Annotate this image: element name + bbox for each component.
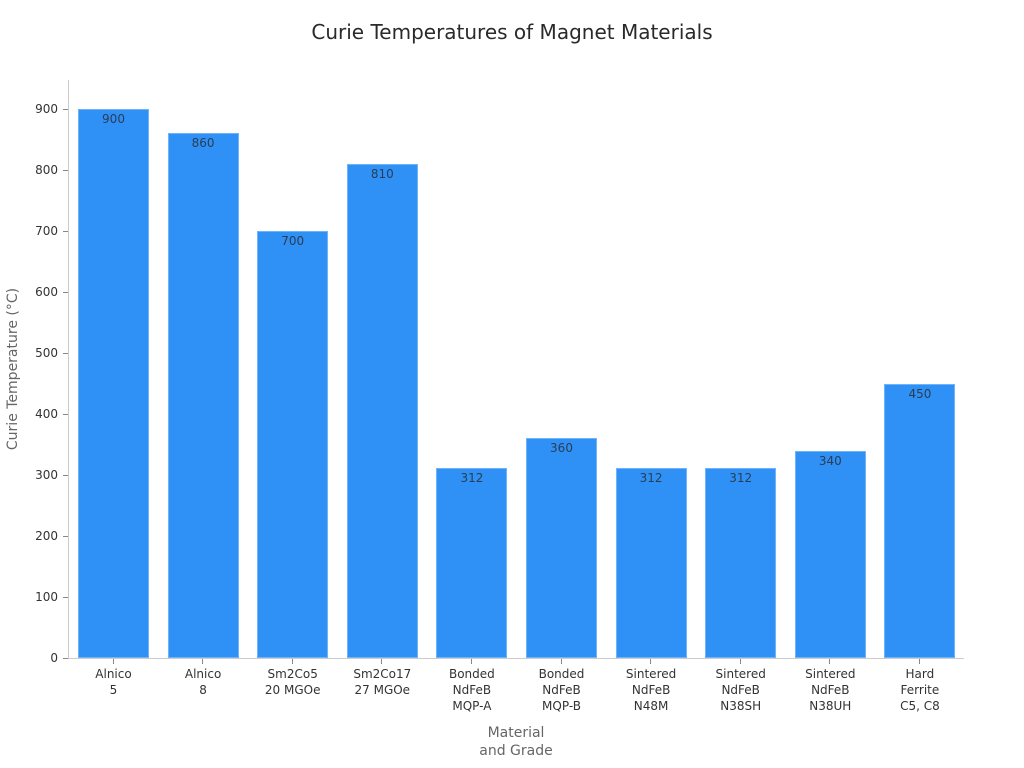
bar-value-label: 312	[639, 470, 663, 485]
y-tick-mark	[63, 170, 68, 171]
x-tick-label: Alnico 8	[184, 667, 222, 697]
y-tick-mark	[63, 536, 68, 537]
y-tick-label: 900	[35, 102, 58, 116]
y-tick-mark	[63, 475, 68, 476]
y-tick-label: 500	[35, 346, 58, 360]
bar: 312	[705, 467, 777, 658]
bar-value-label: 340	[818, 453, 842, 468]
y-tick-label: 0	[50, 651, 58, 665]
y-tick-mark	[63, 353, 68, 354]
bar-value-label: 810	[370, 166, 394, 181]
y-axis-line	[68, 80, 69, 658]
y-tick-mark	[63, 109, 68, 110]
x-tick-label: Sm2Co5 20 MGOe	[264, 667, 321, 697]
bar: 360	[526, 438, 597, 658]
y-tick-label: 600	[35, 285, 58, 299]
y-tick-mark	[63, 597, 68, 598]
bar: 900	[78, 109, 149, 658]
x-axis-label: Material and Grade	[479, 725, 553, 759]
x-tick-mark	[739, 659, 741, 664]
bar: 340	[794, 450, 866, 658]
y-tick-mark	[63, 231, 68, 232]
bar: 312	[615, 467, 687, 658]
x-tick-label: Sm2Co17 27 MGOe	[353, 667, 412, 697]
bar-value-label: 700	[281, 234, 305, 248]
x-axis-line	[68, 658, 964, 659]
bar-value-label: 312	[460, 470, 484, 485]
x-tick-label: Sintered NdFeB N38SH	[715, 667, 766, 713]
x-tick-mark	[381, 659, 383, 664]
chart-title: Curie Temperatures of Magnet Materials	[311, 20, 713, 44]
x-tick-mark	[918, 659, 920, 664]
bar: 450	[884, 383, 956, 658]
x-tick-label: Sintered NdFeB N48M	[625, 667, 677, 713]
x-tick-mark	[650, 659, 652, 664]
x-tick-mark	[202, 659, 204, 664]
bar-value-label: 450	[908, 386, 932, 401]
bar-value-label: 900	[102, 112, 125, 126]
y-tick-mark	[63, 292, 68, 293]
x-tick-label: Bonded NdFeB MQP-A	[448, 667, 495, 713]
y-tick-label: 700	[35, 224, 58, 238]
y-axis-label: Curie Temperature (°C)	[5, 287, 21, 451]
x-tick-label: Bonded NdFeB MQP-B	[538, 667, 585, 713]
x-tick-mark	[112, 659, 114, 664]
x-tick-label: Alnico 5	[95, 667, 132, 697]
y-tick-label: 300	[35, 468, 58, 482]
bar-value-label: 312	[729, 470, 753, 485]
bar-value-label: 860	[191, 136, 215, 151]
y-tick-label: 100	[35, 590, 58, 604]
x-tick-mark	[291, 659, 293, 664]
bar: 810	[346, 163, 418, 658]
y-tick-label: 800	[35, 163, 58, 177]
x-tick-label: Sintered NdFeB N38UH	[805, 667, 856, 713]
bar: 312	[436, 467, 508, 658]
bar: 860	[167, 133, 239, 658]
y-tick-mark	[63, 658, 68, 659]
bar: 700	[257, 231, 329, 658]
x-tick-mark	[470, 659, 472, 664]
y-tick-label: 400	[35, 407, 58, 421]
x-tick-mark	[560, 659, 562, 664]
y-tick-mark	[63, 414, 68, 415]
bar-value-label: 360	[550, 441, 573, 456]
y-tick-label: 200	[35, 529, 58, 543]
x-tick-label: Hard Ferrite C5, C8	[900, 667, 940, 713]
x-tick-mark	[829, 659, 831, 664]
